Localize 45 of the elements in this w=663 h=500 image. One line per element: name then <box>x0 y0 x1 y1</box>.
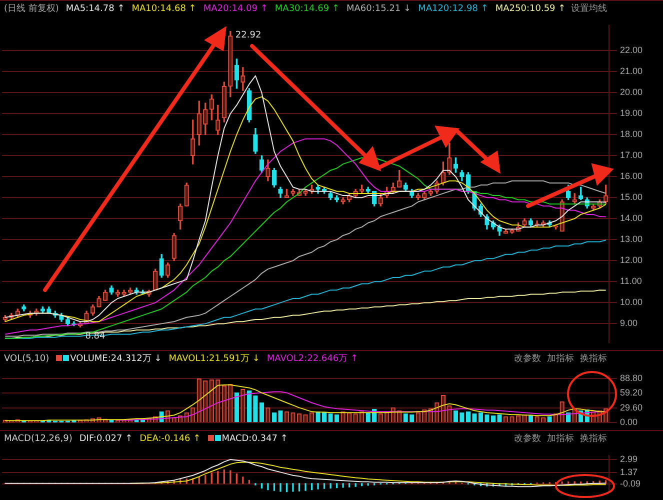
y-tick-label: 9.00 <box>620 318 638 328</box>
y-tick-label: 1.37 <box>620 466 638 477</box>
y-tick-label: 2.99 <box>620 454 638 464</box>
legend-label: VOLUME:24.312万 ↓ <box>70 354 162 364</box>
text: 换指标 <box>580 354 607 364</box>
y-tick-label: 12.00 <box>620 255 643 266</box>
y-tick-label: 13.00 <box>620 234 643 244</box>
y-tick-label: 20.00 <box>620 87 643 98</box>
y-tick-label: 29.60 <box>620 402 643 412</box>
y-tick-label: 21.00 <box>620 66 643 76</box>
chart-title: MACD(12,26,9) <box>4 434 72 444</box>
y-tick-label: 16.00 <box>620 171 643 182</box>
text: MA10:14.68 ↑ <box>132 4 196 14</box>
text: MAVOL2:22.646万 ↑ <box>266 354 358 364</box>
y-tick-label: 17.00 <box>620 150 643 160</box>
text: 加指标 <box>547 434 574 444</box>
y-tick-label: 19.00 <box>620 108 643 118</box>
text: MAVOL1:21.591万 ↓ <box>168 354 260 364</box>
y-tick-label: 15.00 <box>620 192 643 202</box>
y-tick-label: 59.20 <box>620 388 643 398</box>
text: MA60:15.21 ↓ <box>346 4 412 14</box>
text: MA30:14.69 ↑ <box>274 4 340 14</box>
chart-title: VOL(5,10) <box>4 354 50 364</box>
y-tick-label: 0.00 <box>620 417 638 428</box>
y-tick-label: 10.00 <box>620 297 643 308</box>
text: 改参数 <box>514 434 541 444</box>
text: MA250:10.59 ↑ <box>495 4 566 14</box>
y-tick-label: 11.00 <box>620 276 642 286</box>
y-tick-label: 14.00 <box>620 213 643 224</box>
text: 改参数 <box>514 354 541 364</box>
y-tick-label: 88.80 <box>620 372 643 383</box>
chart-subtitle: (日线 前复权) <box>4 4 59 14</box>
text: 加指标 <box>547 354 574 364</box>
annotation: 22.92 <box>235 30 262 41</box>
y-tick-label: 18.00 <box>620 129 643 140</box>
text: DIF:0.027 ↑ <box>79 434 133 444</box>
text: MA20:14.09 ↑ <box>203 4 268 14</box>
legend-label: MACD:0.347 ↑ <box>222 434 288 444</box>
y-tick-label: -0.09 <box>620 478 641 489</box>
y-tick-label: 22.00 <box>620 45 643 56</box>
text: 换指标 <box>580 434 607 444</box>
text: MA120:12.98 ↑ <box>418 4 488 14</box>
text: 设置均线 <box>571 4 607 14</box>
text: MA5:14.78 ↑ <box>66 4 125 14</box>
text: DEA:-0.146 ↑ <box>140 434 201 444</box>
